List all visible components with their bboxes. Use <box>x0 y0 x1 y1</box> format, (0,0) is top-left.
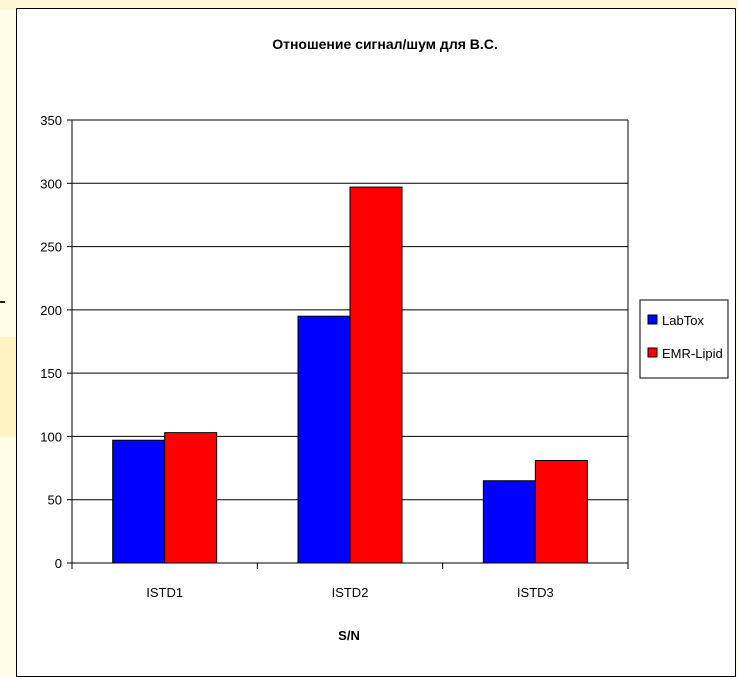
bar-labtox-istd2 <box>297 315 351 564</box>
y-tick-label: 100 <box>40 429 62 444</box>
legend: LabTox EMR-Lipid <box>639 299 729 379</box>
y-tick-label: 200 <box>40 303 62 318</box>
legend-label: EMR-Lipid <box>662 346 723 361</box>
y-tick-label: 350 <box>40 113 62 128</box>
side-divider <box>0 301 5 303</box>
bar-emr-lipid-istd3 <box>534 459 588 564</box>
y-tick-label: 150 <box>40 366 62 381</box>
y-tick-label: 0 <box>55 556 62 571</box>
y-tick-label: 50 <box>48 493 62 508</box>
y-tick-label: 250 <box>40 240 62 255</box>
legend-swatch <box>647 314 658 325</box>
x-tick-label: ISTD3 <box>517 585 554 600</box>
chart-title: Отношение сигнал/шум для В.С. <box>272 36 498 52</box>
legend-swatch <box>647 347 658 358</box>
bar-labtox-istd3 <box>482 480 536 564</box>
bar-emr-lipid-istd1 <box>164 432 218 564</box>
background-strip <box>0 0 738 10</box>
y-tick-label: 300 <box>40 176 62 191</box>
bar-labtox-istd1 <box>112 439 166 564</box>
x-axis-title: S/N <box>338 628 360 643</box>
bar-emr-lipid-istd2 <box>349 186 403 564</box>
side-panel <box>0 337 16 437</box>
legend-label: LabTox <box>662 313 704 328</box>
axes: 0 50 100 150 200 250 300 350 ISTD1 ISTD2 ISTD3 <box>40 113 629 600</box>
bars <box>112 186 588 564</box>
x-tick-label: ISTD1 <box>146 585 183 600</box>
x-tick-label: ISTD2 <box>332 585 369 600</box>
legend-box <box>639 299 729 379</box>
